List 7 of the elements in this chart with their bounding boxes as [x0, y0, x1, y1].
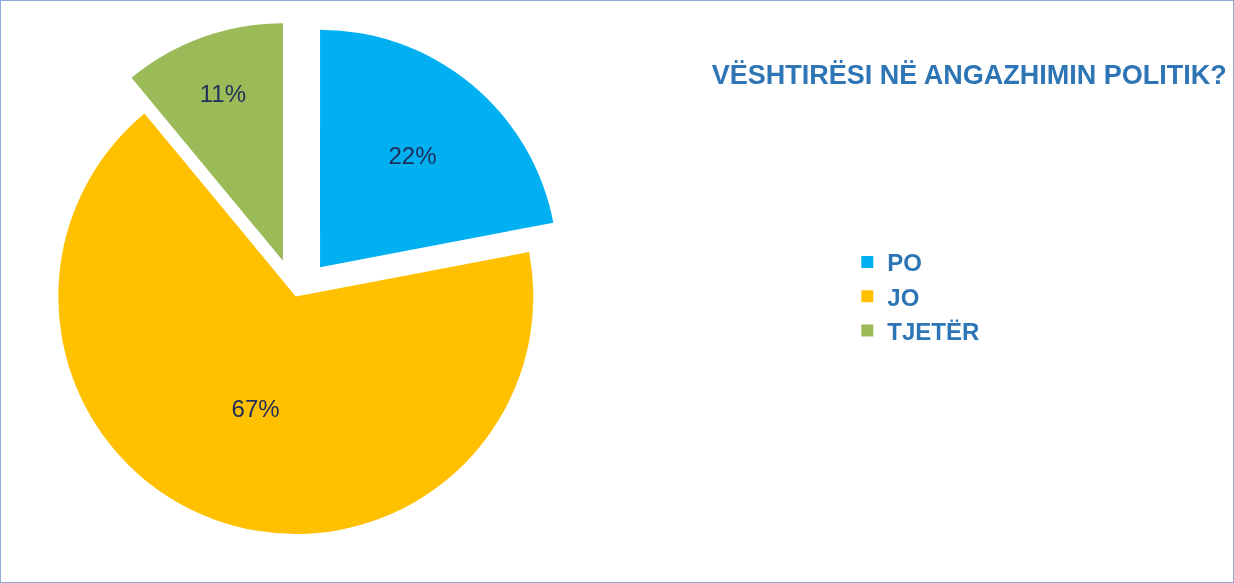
data-label: 11% [199, 80, 246, 108]
legend-label: JO [887, 283, 920, 311]
legend-label: TJETËR [887, 317, 980, 345]
data-label: 67% [231, 394, 280, 422]
text: VËSHTIRËSI NË ANGAZHIMIN POLITIK? [711, 59, 1227, 90]
legend-label: PO [887, 249, 922, 277]
data-label: 22% [388, 141, 437, 169]
